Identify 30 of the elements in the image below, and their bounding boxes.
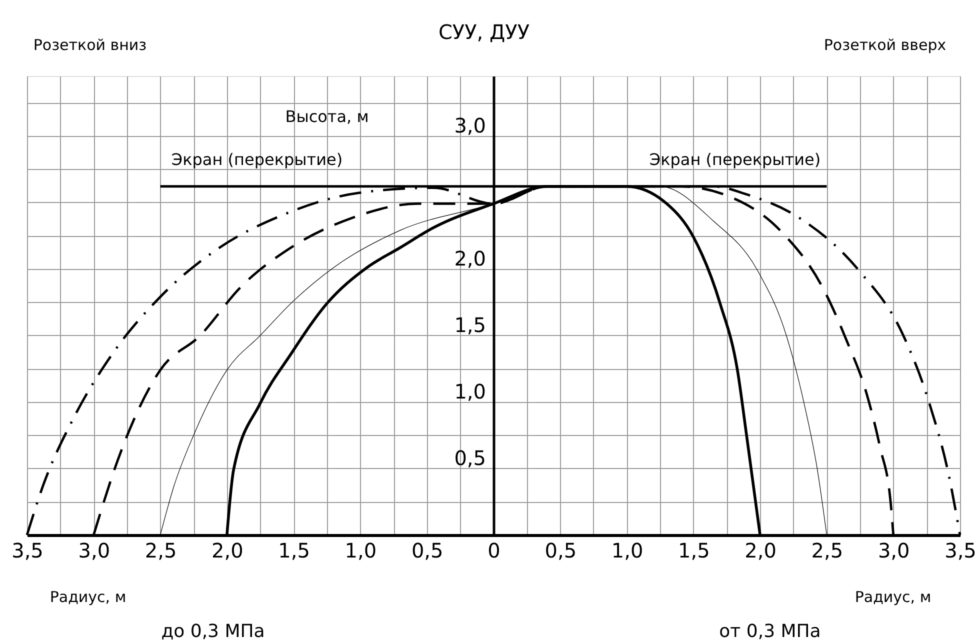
chart-title: СУУ, ДУУ	[438, 20, 530, 44]
x-tick-label: 3,0	[878, 538, 910, 562]
x-tick-label: 0,5	[411, 538, 444, 562]
x-tick-label: 1,0	[611, 538, 644, 562]
x-tick-label: 2,5	[811, 538, 844, 562]
y-axis-title: Высота, м	[285, 107, 369, 126]
x-tick-label: 0	[488, 538, 500, 562]
annotation: Экран (перекрытие)	[649, 150, 821, 169]
text: от 0,3 МПа	[719, 621, 821, 642]
y-tick-label: 2,0	[454, 246, 486, 270]
x-tick-label: 2,5	[144, 538, 177, 562]
y-tick-label: 3,0	[454, 113, 486, 138]
x-tick-label: 0,5	[544, 538, 577, 562]
y-tick-label: 1,5	[454, 312, 486, 337]
text: Радиус, м	[854, 588, 932, 606]
text: Розеткой вверх	[824, 36, 946, 54]
annotation: Экран (перекрытие)	[171, 150, 343, 169]
x-tick-label: 3,0	[78, 538, 110, 562]
y-tick-label: 1,0	[454, 379, 486, 404]
text: до 0,3 МПа	[161, 621, 265, 642]
x-tick-label: 1,0	[344, 538, 377, 562]
x-tick-label: 3,5	[944, 538, 976, 562]
x-tick-label: 1,5	[678, 538, 710, 562]
y-tick-label: 0,5	[454, 446, 486, 470]
text: Розеткой вниз	[33, 36, 147, 54]
x-tick-label: 1,5	[278, 538, 310, 562]
x-axis-title: Радиус, м	[50, 588, 126, 606]
x-tick-label: 3,5	[12, 538, 44, 562]
x-tick-label: 2,0	[744, 538, 776, 562]
x-tick-label: 2,0	[212, 538, 244, 562]
